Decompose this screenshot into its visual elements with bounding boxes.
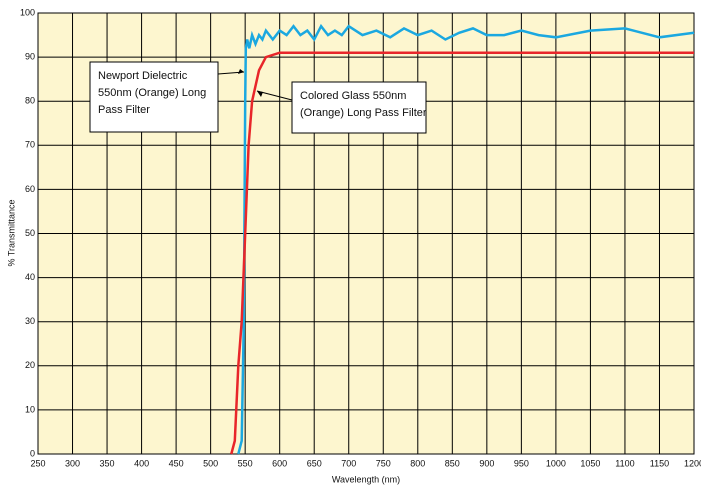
y-tick-label: 60 (25, 184, 35, 194)
x-tick-label: 1100 (615, 458, 634, 468)
y-tick-label: 40 (25, 272, 35, 282)
x-tick-label: 250 (30, 458, 45, 468)
y-tick-label: 50 (25, 228, 35, 238)
x-tick-label: 1050 (580, 458, 600, 468)
annotation-text: Newport Dielectric (98, 70, 188, 82)
arrow-head (257, 91, 263, 97)
arrow-head (238, 69, 244, 74)
x-tick-label: 900 (479, 458, 494, 468)
x-tick-label: 750 (376, 458, 391, 468)
x-tick-label: 650 (307, 458, 322, 468)
y-tick-label: 80 (25, 96, 35, 106)
x-tick-label: 600 (272, 458, 287, 468)
x-tick-label: 950 (514, 458, 529, 468)
annotation-box (291, 81, 427, 134)
series-line (230, 51, 694, 455)
x-tick-label: 700 (341, 458, 356, 468)
x-tick-label: 800 (410, 458, 425, 468)
y-tick-label: 90 (25, 51, 35, 61)
x-tick-label: 300 (65, 458, 80, 468)
y-tick-label: 0 (30, 448, 35, 458)
x-tick-label: 550 (238, 458, 253, 468)
annotation-text: Pass Filter (98, 104, 150, 116)
x-tick-label: 1000 (546, 458, 566, 468)
series-line (237, 23, 695, 455)
y-axis-label: % Transmittance (6, 199, 16, 266)
x-tick-label: 350 (100, 458, 115, 468)
x-tick-label: 450 (169, 458, 184, 468)
x-tick-label: 850 (445, 458, 460, 468)
annotation-text: 550nm (Orange) Long (98, 87, 206, 99)
x-tick-label: 400 (134, 458, 149, 468)
annotation-box (89, 61, 219, 133)
annotation-text: Colored Glass 550nm (300, 90, 406, 102)
x-tick-label: 500 (203, 458, 218, 468)
x-axis-label: Wavelength (nm) (332, 474, 400, 484)
annotation-arrow (256, 90, 293, 101)
y-tick-label: 100 (20, 7, 35, 17)
y-tick-label: 20 (25, 360, 35, 370)
y-tick-label: 70 (25, 140, 35, 150)
y-tick-label: 10 (25, 404, 35, 414)
x-tick-label: 1150 (650, 458, 669, 468)
annotation-text: (Orange) Long Pass Filter (300, 107, 427, 119)
y-tick-label: 30 (25, 316, 35, 326)
